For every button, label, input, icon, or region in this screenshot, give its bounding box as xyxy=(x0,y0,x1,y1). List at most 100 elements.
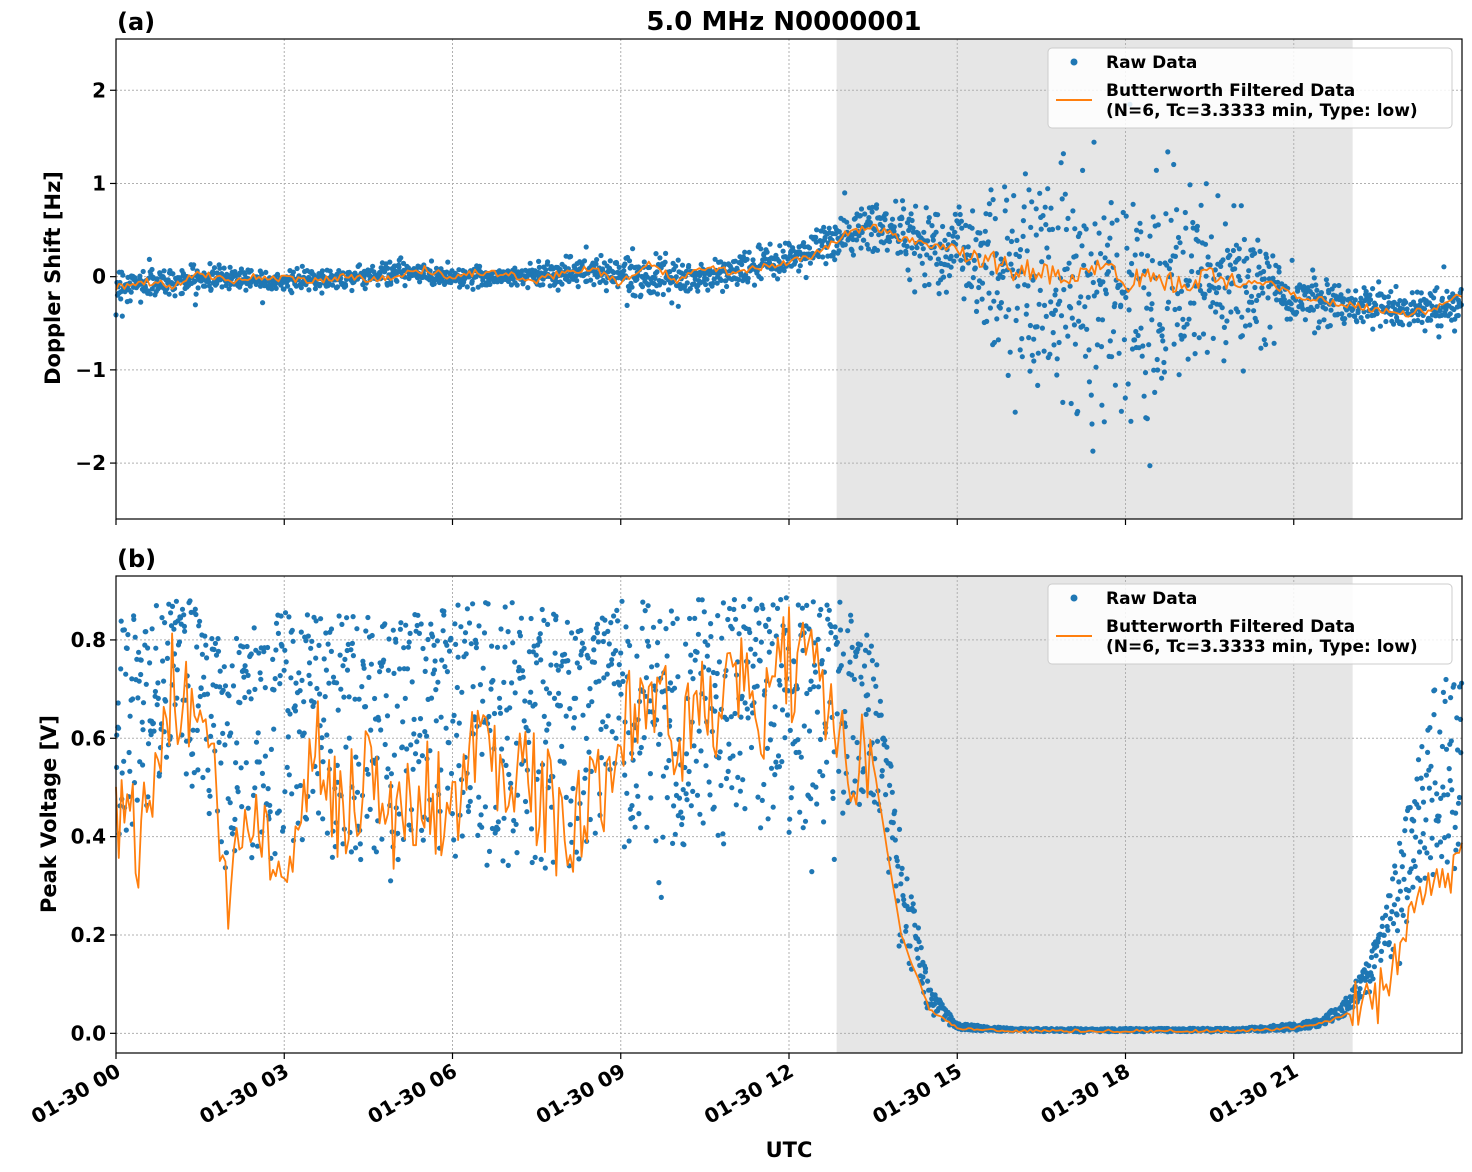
raw-data-point xyxy=(1249,299,1255,305)
raw-data-point xyxy=(1112,382,1118,388)
raw-data-point xyxy=(520,674,526,680)
raw-data-point xyxy=(684,280,690,286)
raw-data-point xyxy=(422,668,428,675)
raw-data-point xyxy=(136,649,142,655)
raw-data-point xyxy=(1281,297,1287,303)
raw-data-point xyxy=(705,642,711,648)
raw-data-point xyxy=(491,710,498,717)
raw-data-point xyxy=(935,212,941,218)
raw-data-point xyxy=(283,659,289,665)
raw-data-point xyxy=(1107,235,1113,241)
raw-data-point xyxy=(614,607,620,614)
raw-data-point xyxy=(1314,303,1320,309)
raw-data-point xyxy=(470,286,476,292)
raw-data-point xyxy=(1383,912,1389,919)
raw-data-point xyxy=(780,248,786,254)
raw-data-point xyxy=(775,753,782,759)
raw-data-point xyxy=(1420,831,1426,837)
raw-data-point xyxy=(274,271,281,277)
raw-data-point xyxy=(904,243,910,249)
raw-data-point xyxy=(1403,816,1409,822)
raw-data-point xyxy=(416,759,422,765)
raw-data-point xyxy=(723,278,729,284)
raw-data-point xyxy=(925,978,931,984)
raw-data-point xyxy=(1215,193,1221,199)
raw-data-point xyxy=(574,660,580,666)
raw-data-point xyxy=(1051,342,1057,348)
raw-data-point xyxy=(252,686,258,693)
raw-data-point xyxy=(173,598,179,604)
raw-data-point xyxy=(753,636,759,643)
raw-data-point xyxy=(1168,217,1174,223)
raw-data-point xyxy=(1230,247,1236,254)
raw-data-point xyxy=(1220,257,1226,263)
raw-data-point xyxy=(138,299,144,305)
raw-data-point xyxy=(687,669,694,675)
raw-data-point xyxy=(726,741,732,747)
raw-data-point xyxy=(1052,307,1058,313)
raw-data-point xyxy=(834,711,840,717)
x-tick-label: 01-30 15 xyxy=(868,1059,966,1129)
raw-data-point xyxy=(475,832,481,839)
raw-data-point xyxy=(401,645,407,651)
raw-data-point xyxy=(1409,290,1415,296)
raw-data-point xyxy=(884,744,890,750)
raw-data-point xyxy=(1171,341,1177,347)
raw-data-point xyxy=(569,630,575,636)
raw-data-point xyxy=(1180,316,1186,322)
raw-data-point xyxy=(396,811,402,817)
raw-data-point xyxy=(633,783,639,789)
raw-data-point xyxy=(561,760,567,766)
raw-data-point xyxy=(857,642,864,648)
raw-data-point xyxy=(832,257,838,263)
raw-data-point xyxy=(1089,421,1095,427)
raw-data-point xyxy=(323,667,329,673)
raw-data-point xyxy=(1404,895,1410,901)
raw-data-point xyxy=(751,282,758,288)
raw-data-point xyxy=(538,856,544,863)
raw-data-point xyxy=(693,758,699,764)
raw-data-point xyxy=(1445,833,1452,839)
raw-data-point xyxy=(737,788,744,794)
raw-data-point xyxy=(485,601,491,607)
raw-data-point xyxy=(705,287,711,293)
raw-data-point xyxy=(973,308,980,314)
raw-data-point xyxy=(929,223,935,229)
raw-data-point xyxy=(1226,289,1232,295)
raw-data-point xyxy=(898,249,904,255)
raw-data-point xyxy=(603,280,609,286)
raw-data-point xyxy=(1063,324,1069,330)
raw-data-point xyxy=(486,848,493,855)
raw-data-point xyxy=(1090,279,1096,286)
raw-data-point xyxy=(773,759,779,765)
raw-data-point xyxy=(1311,275,1317,281)
raw-data-point xyxy=(806,728,813,734)
raw-data-point xyxy=(1044,245,1050,251)
raw-data-point xyxy=(1017,347,1023,353)
raw-data-point xyxy=(1404,306,1410,312)
raw-data-point xyxy=(1354,319,1360,325)
raw-data-point xyxy=(990,197,996,203)
raw-data-point xyxy=(1245,274,1251,280)
raw-data-point xyxy=(900,893,906,899)
raw-data-point xyxy=(1174,322,1180,328)
raw-data-point xyxy=(849,644,855,651)
raw-data-point xyxy=(259,271,265,277)
raw-data-point xyxy=(640,599,646,605)
raw-data-point xyxy=(125,632,131,638)
raw-data-point xyxy=(1054,356,1060,362)
raw-data-point xyxy=(248,696,254,702)
raw-data-point xyxy=(216,739,222,746)
raw-data-point xyxy=(1315,325,1321,331)
raw-data-point xyxy=(1456,794,1463,801)
raw-data-point xyxy=(574,815,581,822)
raw-data-point xyxy=(1164,305,1170,312)
raw-data-point xyxy=(630,246,636,252)
raw-data-point xyxy=(1236,273,1242,279)
raw-data-point xyxy=(346,694,352,700)
raw-data-point xyxy=(1082,353,1089,359)
raw-data-point xyxy=(650,624,657,630)
raw-data-point xyxy=(645,603,651,609)
raw-data-point xyxy=(356,761,362,767)
raw-data-point xyxy=(1149,301,1155,307)
